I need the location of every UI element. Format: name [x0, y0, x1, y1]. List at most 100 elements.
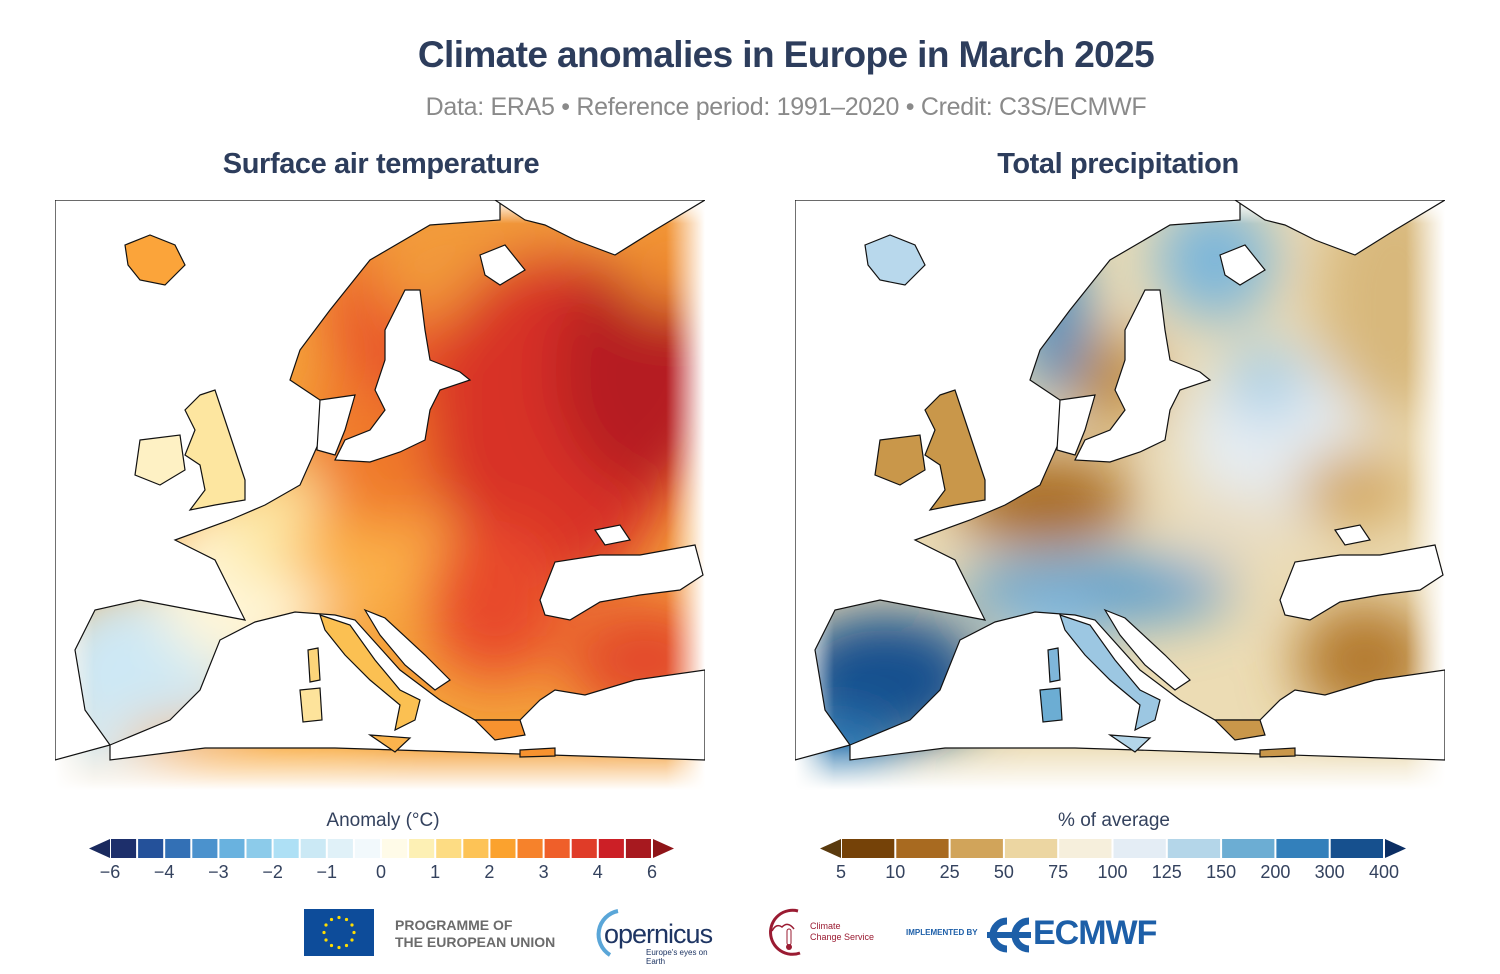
colorbar-tick-label: −6	[99, 862, 121, 882]
colorbar-bin	[625, 839, 651, 858]
anomaly-region	[1165, 490, 1285, 570]
colorbar-bin	[436, 839, 462, 858]
land-areas	[124, 234, 556, 758]
anomaly-region	[1155, 200, 1275, 320]
colorbar-bin	[544, 839, 570, 858]
anomaly-region	[1295, 450, 1415, 530]
colorbar-tick-label: 75	[1048, 862, 1069, 882]
colorbar-tick-label: 400	[1368, 862, 1400, 882]
sea-whitesea	[1219, 244, 1266, 286]
c3s-line-2: Change Service	[810, 932, 875, 942]
temperature-panel-title: Surface air temperature	[222, 148, 540, 180]
sea-areas	[795, 200, 1445, 761]
land-greece	[1213, 719, 1266, 741]
eu-star	[344, 943, 349, 948]
sea-black	[539, 544, 704, 621]
colorbar-bin	[1276, 839, 1329, 858]
copernicus-tagline: Europe's eyes on Earth	[646, 948, 708, 966]
land-iceland	[124, 234, 186, 286]
colorbar-bin	[1004, 839, 1058, 858]
colorbar-bin	[463, 839, 489, 858]
eu-star	[329, 917, 334, 922]
precipitation-colorbar-label: % of average	[1058, 810, 1170, 831]
eu-programme-text: PROGRAMME OF THE EUROPEAN UNION	[395, 917, 555, 951]
colorbar-tick-label: 2	[484, 862, 495, 882]
sea-baltic	[1074, 289, 1212, 463]
colorbar-bin	[192, 839, 218, 858]
colorbar-tick-label: 6	[646, 862, 657, 882]
colorbar-tick-label: 100	[1097, 862, 1128, 882]
sea-azov	[594, 524, 631, 546]
colorbar-bin	[950, 839, 1003, 858]
land-ireland	[874, 434, 926, 486]
colorbar-tick-label: 200	[1260, 862, 1291, 882]
eu-star	[322, 930, 326, 935]
eu-stars-icon	[322, 915, 356, 950]
colorbar-bin	[571, 839, 597, 858]
colorbar-bin	[111, 839, 137, 858]
sea-barents	[493, 200, 705, 256]
colorbar-bin	[1059, 839, 1112, 858]
land-sardinia	[1039, 687, 1063, 723]
eu-star	[324, 923, 328, 927]
colorbar-tick-label: −1	[316, 862, 338, 882]
colorbar-bin	[517, 839, 543, 858]
land-iceland	[864, 234, 926, 286]
land-sicily	[1107, 734, 1152, 753]
colorbar-tick-label: 125	[1151, 862, 1182, 882]
colorbar-bin	[273, 839, 299, 858]
eu-star	[337, 915, 341, 920]
sea-black	[1279, 544, 1444, 621]
colorbar-bin	[490, 839, 516, 858]
colorbar-bin	[327, 839, 353, 858]
sea-barents	[1233, 200, 1445, 256]
thermometer-cloud-icon	[769, 908, 801, 956]
colorbar-tick-label: 4	[592, 862, 603, 882]
sea-atlantic	[55, 200, 501, 761]
land-uk	[924, 389, 986, 511]
temperature-anomaly-map	[55, 200, 705, 790]
eu-star	[329, 943, 334, 948]
c3s-line-1: Climate	[810, 921, 841, 931]
anomaly-region	[425, 520, 565, 680]
land-ireland	[134, 434, 186, 486]
eu-star	[352, 930, 356, 935]
land-sicily	[367, 734, 412, 753]
colorbar-bin	[896, 839, 949, 858]
colorbar-bin	[300, 839, 326, 858]
anomaly-region	[1315, 200, 1445, 420]
land-uk	[184, 389, 246, 511]
anomaly-region	[555, 250, 705, 490]
eu-star	[350, 923, 354, 927]
colorbar-tick-label: −3	[208, 862, 229, 882]
eu-star	[350, 938, 354, 942]
colorbar-under-arrow	[820, 839, 841, 858]
anomaly-region	[1225, 340, 1305, 420]
eu-star	[344, 917, 349, 922]
sea-north_sea	[316, 394, 356, 456]
temperature-colorbar-label: Anomaly (°C)	[326, 810, 440, 831]
eu-star	[324, 938, 328, 942]
colorbar-tick-label: −4	[153, 862, 175, 882]
colorbar-bin	[1113, 839, 1166, 858]
colorbar-tick-label: 1	[430, 862, 441, 882]
temperature-colorbar	[89, 839, 674, 858]
colorbar-over-arrow	[653, 839, 674, 858]
anomaly-region	[955, 555, 1235, 625]
colorbar-tick-label: 150	[1206, 862, 1237, 882]
eu-line-1: PROGRAMME OF	[395, 917, 513, 933]
colorbar-over-arrow	[1385, 839, 1406, 858]
colorbar-tick-label: 300	[1314, 862, 1345, 882]
copernicus-arc-icon	[596, 909, 619, 957]
copernicus-logo: opernicus Europe's eyes on Earth	[588, 907, 728, 966]
land-italy	[319, 614, 421, 732]
colorbar-tick-label: 50	[993, 862, 1014, 882]
colorbar-bin	[409, 839, 435, 858]
colorbar-bin	[598, 839, 624, 858]
sea-adriatic	[363, 608, 451, 691]
colorbar-bin	[138, 839, 164, 858]
page-subtitle: Data: ERA5 • Reference period: 1991–2020…	[425, 93, 1147, 121]
colorbar-bin	[1222, 839, 1275, 858]
colorbar-bin	[246, 839, 272, 858]
land-crete	[1259, 747, 1296, 758]
